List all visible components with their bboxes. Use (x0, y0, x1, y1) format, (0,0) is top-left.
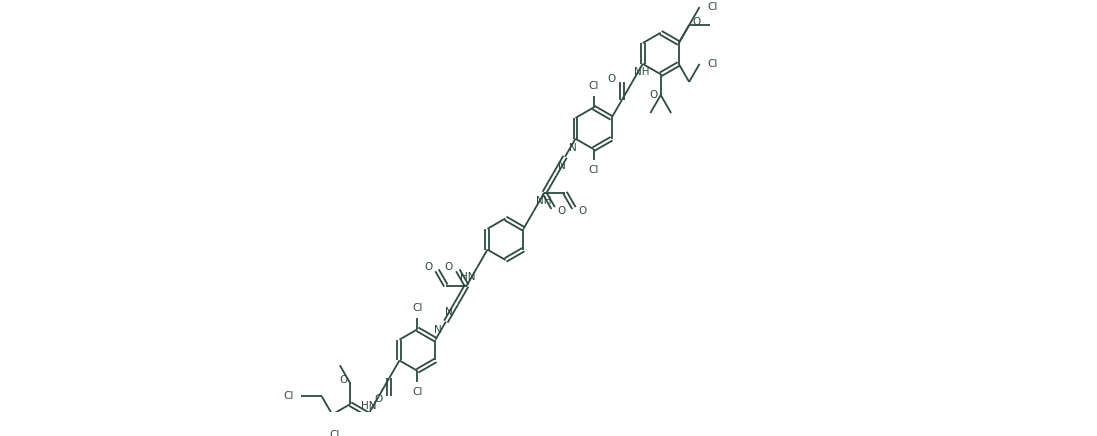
Text: O: O (374, 394, 383, 404)
Text: Cl: Cl (708, 2, 717, 12)
Text: O: O (649, 90, 658, 100)
Text: O: O (445, 262, 453, 272)
Text: Cl: Cl (412, 303, 422, 313)
Text: O: O (607, 75, 615, 85)
Text: N: N (558, 161, 566, 171)
Text: O: O (578, 206, 587, 216)
Text: O: O (692, 17, 700, 27)
Text: O: O (425, 262, 432, 272)
Text: Cl: Cl (329, 430, 340, 436)
Text: N: N (434, 325, 442, 335)
Text: Cl: Cl (588, 82, 599, 92)
Text: N: N (444, 307, 452, 317)
Text: NH: NH (634, 67, 649, 77)
Text: O: O (558, 206, 566, 216)
Text: HN: HN (361, 401, 376, 411)
Text: HN: HN (460, 272, 475, 283)
Text: Cl: Cl (588, 165, 599, 175)
Text: N: N (569, 143, 577, 153)
Text: NH: NH (535, 196, 552, 206)
Text: Cl: Cl (412, 387, 422, 397)
Text: Cl: Cl (708, 59, 717, 69)
Text: O: O (339, 375, 348, 385)
Text: Cl: Cl (283, 392, 294, 402)
